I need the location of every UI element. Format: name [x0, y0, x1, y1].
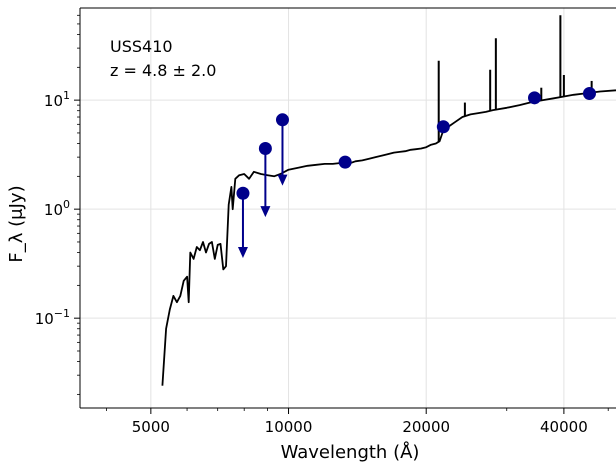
y-tick-labels: 10−1 100 101 — [35, 89, 70, 328]
photometry-series — [338, 87, 596, 169]
y-axis-title: F_λ (μJy) — [6, 185, 27, 262]
sed-curve — [161, 89, 616, 386]
upper-limit-series — [236, 113, 289, 258]
y-tick-label: 100 — [44, 198, 70, 219]
x-tick-label: 40000 — [540, 418, 588, 436]
upper-limit-point — [275, 113, 289, 127]
annotation-object-name: USS410 — [110, 37, 173, 56]
annotation-redshift: z = 4.8 ± 2.0 — [110, 61, 216, 80]
x-axis-title: Wavelength (Å) — [281, 441, 420, 463]
sed-line-series — [161, 15, 616, 386]
upper-limit-arrowhead — [237, 246, 248, 258]
upper-limit-arrowhead — [260, 206, 271, 218]
y-tick-label: 10−1 — [35, 307, 70, 328]
y-tick-label: 101 — [44, 89, 70, 110]
x-tick-label: 5000 — [132, 418, 170, 436]
x-tick-label: 10000 — [265, 418, 313, 436]
photometry-point — [582, 87, 596, 101]
upper-limit-point — [236, 186, 250, 200]
upper-limit-arrowhead — [277, 174, 288, 186]
axes — [74, 7, 616, 414]
photometry-point — [338, 155, 352, 169]
x-tick-label: 20000 — [402, 418, 450, 436]
grid — [80, 8, 616, 408]
x-tick-labels: 5000 10000 20000 40000 — [132, 418, 588, 436]
photometry-point — [528, 91, 542, 105]
photometry-point — [436, 120, 450, 134]
upper-limit-point — [258, 142, 272, 156]
